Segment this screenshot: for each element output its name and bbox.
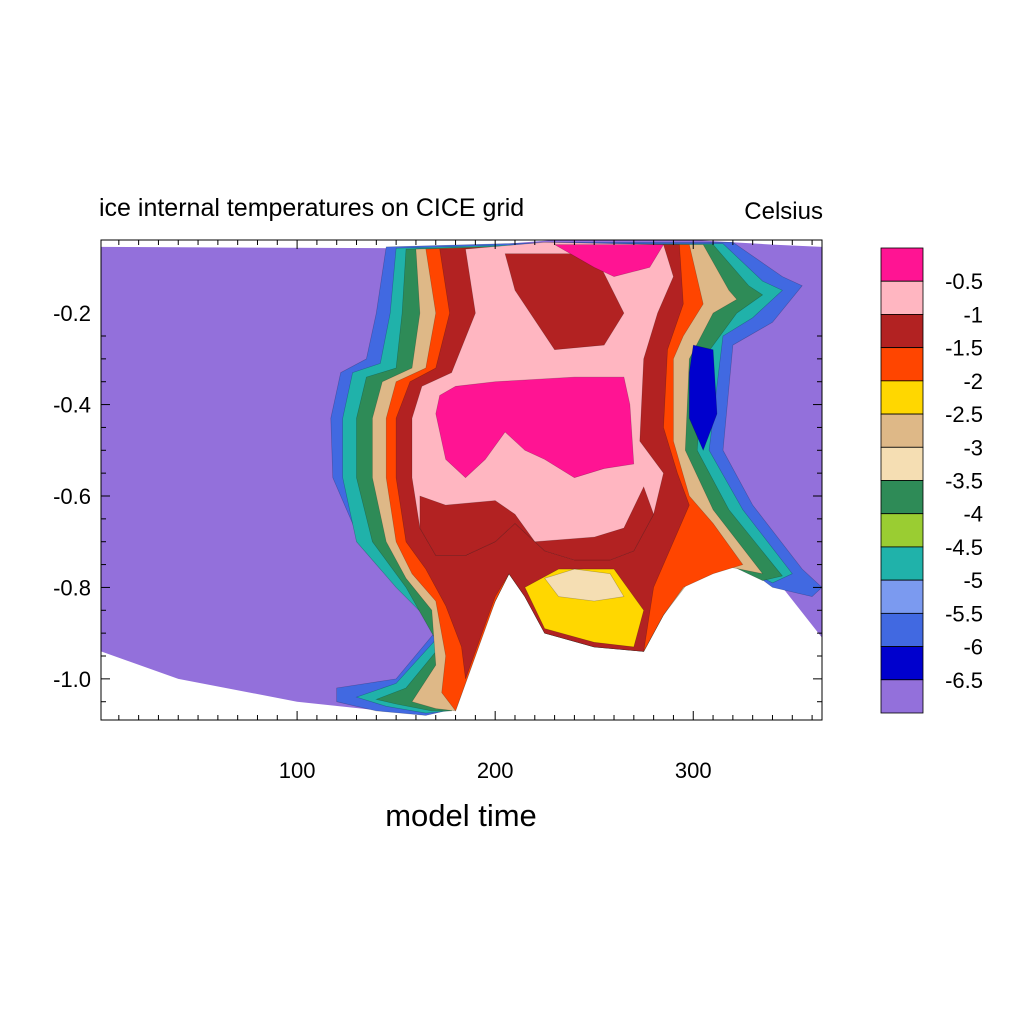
- colorbar-box: [880, 314, 924, 349]
- colorbar-box: [880, 513, 924, 548]
- y-tick-label: -0.2: [53, 301, 91, 326]
- units-label: Celsius: [744, 198, 823, 225]
- colorbar-label: -1: [963, 302, 983, 327]
- colorbar-label: -2: [963, 369, 983, 394]
- y-tick-label: -1.0: [53, 667, 91, 692]
- x-axis-title: model time: [385, 798, 537, 833]
- x-tick-label: 200: [477, 758, 514, 783]
- y-axis: -0.2 -0.4 -0.6 -0.8 -1.0: [53, 301, 822, 703]
- x-axis: 100 200 300: [118, 240, 813, 783]
- colorbar-label: -4: [963, 502, 983, 527]
- colorbar-box: [880, 612, 924, 647]
- colorbar-box: [880, 446, 924, 481]
- colorbar-box: [880, 247, 924, 282]
- colorbar-box: [880, 413, 924, 448]
- colorbar-label: -6.5: [945, 668, 983, 693]
- contour-region-12: [435, 376, 635, 479]
- colorbar-box: [880, 347, 924, 382]
- colorbar-label: -3: [963, 435, 983, 460]
- plot-frame: [100, 239, 823, 721]
- colorbar-label: -5: [963, 568, 983, 593]
- colorbar-box: [880, 679, 924, 714]
- x-tick-label: 100: [279, 758, 316, 783]
- x-tick-label: 300: [675, 758, 712, 783]
- contour-regions: [101, 240, 822, 716]
- y-tick-label: -0.8: [53, 575, 91, 600]
- colorbar-box: [880, 280, 924, 315]
- colorbar-box: [880, 380, 924, 415]
- colorbar-box: [880, 579, 924, 614]
- colorbar-label: -6: [963, 635, 983, 660]
- contour-region-13: [688, 344, 718, 452]
- colorbar: -0.5 -1 -1.5 -2 -2.5 -3 -3.5 -4 -4.5 -5 -5.5 -6 -6.5: [880, 247, 983, 714]
- y-tick-label: -0.6: [53, 484, 91, 509]
- colorbar-box: [880, 480, 924, 515]
- colorbar-label: -1.5: [945, 336, 983, 361]
- colorbar-box: [880, 546, 924, 581]
- colorbar-label: -5.5: [945, 601, 983, 626]
- colorbar-label: -0.5: [945, 269, 983, 294]
- colorbar-label: -2.5: [945, 402, 983, 427]
- contour-region-7: [544, 568, 625, 602]
- colorbar-label: -4.5: [945, 535, 983, 560]
- contour-region-11: [553, 244, 665, 277]
- y-tick-label: -0.4: [53, 393, 91, 418]
- contour-region-10: [419, 486, 654, 561]
- chart-title: ice internal temperatures on CICE grid: [99, 194, 525, 222]
- colorbar-label: -3.5: [945, 469, 983, 494]
- colorbar-box: [880, 646, 924, 681]
